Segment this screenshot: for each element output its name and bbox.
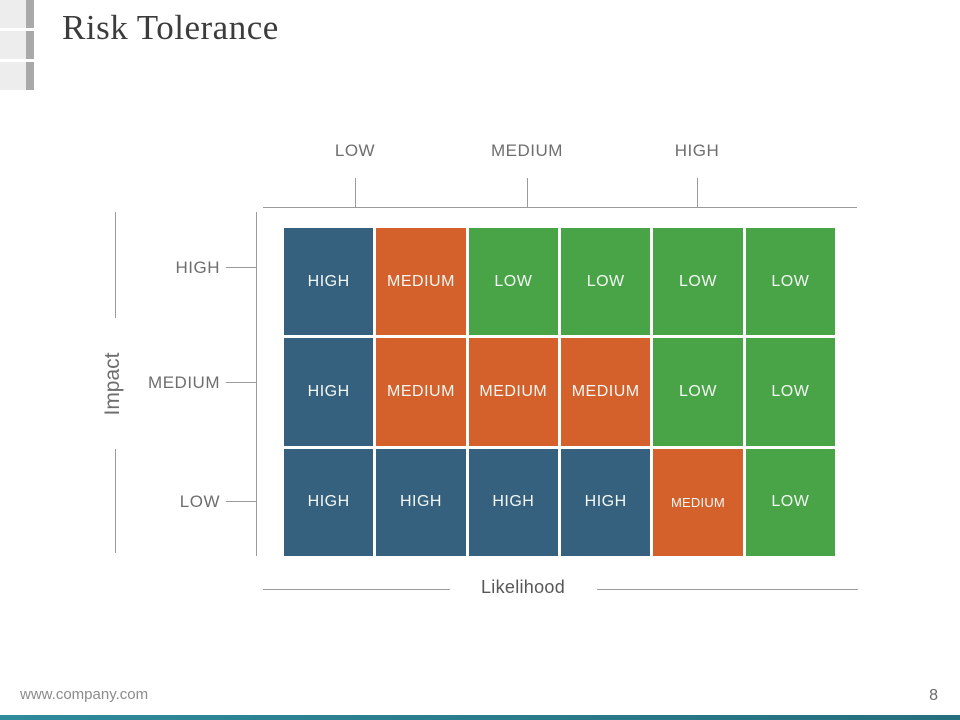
x-tick-label-high: HIGH — [674, 141, 720, 160]
x-tick-mark-high — [697, 178, 698, 208]
y-tick-label-high: HIGH — [175, 258, 220, 277]
matrix-cell-r2c3: MEDIUM — [468, 338, 558, 446]
x-axis-title: Likelihood — [480, 577, 566, 597]
y-axis-line — [256, 212, 257, 556]
matrix-cell-r3c3: HIGH — [468, 448, 558, 556]
accent-bar-3 — [0, 62, 34, 90]
y-tick-mark-high — [226, 267, 256, 268]
y-tick-label-medium: MEDIUM — [148, 373, 220, 392]
y-axis-title: Impact — [101, 352, 124, 416]
y-tick-mark-medium — [226, 382, 256, 383]
x-axis-title-line-left — [263, 589, 450, 590]
matrix-cell-r1c1: HIGH — [284, 228, 374, 336]
matrix-cell-r3c6: LOW — [745, 448, 835, 556]
accent-bar-1 — [0, 0, 34, 28]
x-tick-mark-medium — [527, 178, 528, 208]
footer-url: www.company.com — [20, 686, 149, 703]
x-tick-label-medium: MEDIUM — [491, 141, 563, 160]
footer-accent-bar — [0, 715, 960, 720]
x-axis-title-line-right — [597, 589, 858, 590]
page-title: Risk Tolerance — [62, 8, 279, 47]
matrix-cell-r2c1: HIGH — [284, 338, 374, 446]
x-axis-line — [263, 207, 857, 208]
matrix-cell-r2c5: LOW — [653, 338, 743, 446]
matrix-cell-r1c5: LOW — [653, 228, 743, 336]
matrix-cell-r3c4: HIGH — [561, 448, 651, 556]
impact-bracket-top — [115, 212, 116, 318]
impact-bracket-bottom — [115, 449, 116, 553]
accent-bar-1-edge — [26, 0, 34, 28]
matrix-cell-r1c6: LOW — [745, 228, 835, 336]
matrix-cell-r1c3: LOW — [468, 228, 558, 336]
accent-bar-2 — [0, 31, 34, 59]
page-number: 8 — [929, 687, 938, 704]
matrix-cell-r2c6: LOW — [745, 338, 835, 446]
y-tick-mark-low — [226, 501, 256, 502]
y-tick-label-low: LOW — [179, 492, 220, 511]
risk-matrix-grid: HIGH MEDIUM LOW LOW LOW LOW HIGH MEDIUM MEDIUM ME… — [284, 228, 835, 556]
matrix-cell-r2c2: MEDIUM — [376, 338, 466, 446]
matrix-cell-r2c4: MEDIUM — [561, 338, 651, 446]
accent-bar-2-edge — [26, 31, 34, 59]
matrix-cell-r1c2: MEDIUM — [376, 228, 466, 336]
matrix-cell-r1c4: LOW — [561, 228, 651, 336]
accent-bar-3-edge — [26, 62, 34, 90]
x-tick-label-low: LOW — [334, 141, 376, 160]
x-tick-mark-low — [355, 178, 356, 208]
matrix-cell-r3c5: MEDIUM — [653, 448, 743, 556]
matrix-cell-r3c2: HIGH — [376, 448, 466, 556]
matrix-cell-r3c1: HIGH — [284, 448, 374, 556]
